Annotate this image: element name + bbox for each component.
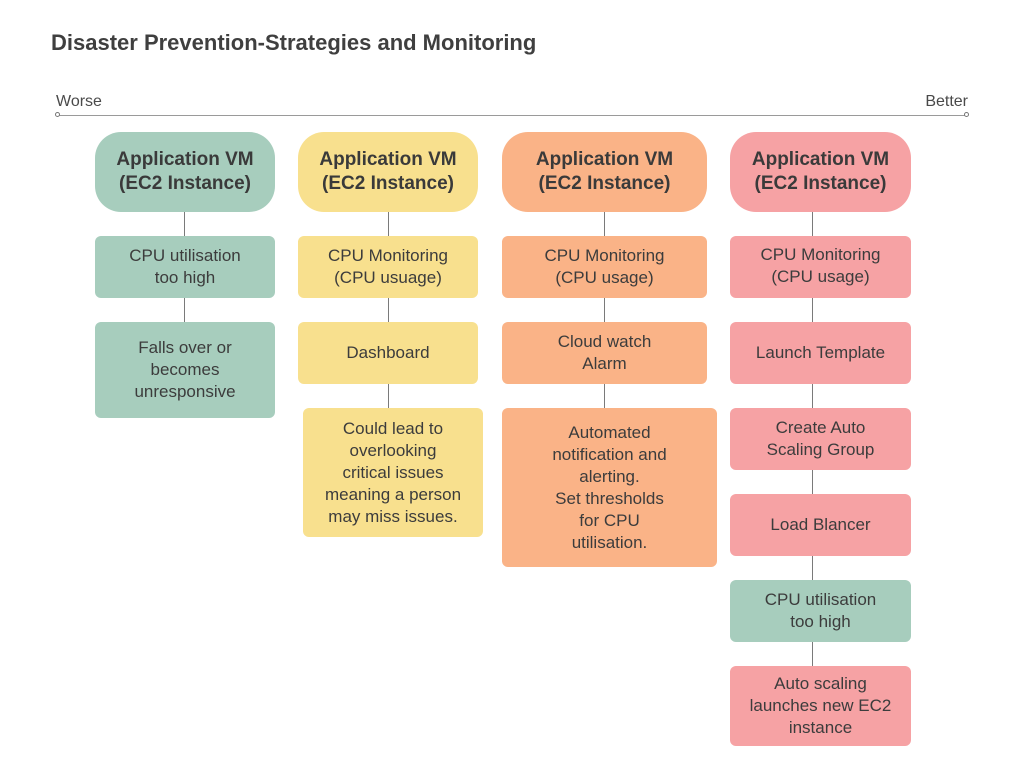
column-1-header: Application VM (EC2 Instance) — [95, 132, 275, 212]
column-3-header: Application VM (EC2 Instance) — [502, 132, 707, 212]
column-1-step-2: Falls over or becomes unresponsive — [95, 322, 275, 418]
scale-start-dot — [55, 112, 60, 117]
column-2-step-3: Could lead to overlooking critical issue… — [303, 408, 483, 537]
scale-line — [57, 115, 967, 116]
scale-end-dot — [964, 112, 969, 117]
column-3-step-3: Automated notification and alerting. Set… — [502, 408, 717, 567]
connector — [812, 212, 813, 236]
column-3-step-2: Cloud watch Alarm — [502, 322, 707, 384]
connector — [812, 298, 813, 322]
connector — [812, 384, 813, 408]
column-4-step-1: CPU Monitoring (CPU usage) — [730, 236, 911, 298]
column-4-step-4: Load Blancer — [730, 494, 911, 556]
column-4-step-6: Auto scaling launches new EC2 instance — [730, 666, 911, 746]
column-3-step-1: CPU Monitoring (CPU usage) — [502, 236, 707, 298]
column-2-step-1: CPU Monitoring (CPU usuage) — [298, 236, 478, 298]
connector — [388, 384, 389, 408]
column-1-step-1: CPU utilisation too high — [95, 236, 275, 298]
connector — [604, 212, 605, 236]
column-4-header: Application VM (EC2 Instance) — [730, 132, 911, 212]
connector — [604, 384, 605, 408]
connector — [388, 212, 389, 236]
column-4-step-5: CPU utilisation too high — [730, 580, 911, 642]
column-4-step-2: Launch Template — [730, 322, 911, 384]
connector — [184, 212, 185, 236]
column-4-step-3: Create Auto Scaling Group — [730, 408, 911, 470]
connector — [604, 298, 605, 322]
connector — [812, 556, 813, 580]
scale-right-label: Better — [925, 93, 968, 110]
connector — [812, 642, 813, 666]
connector — [812, 470, 813, 494]
page-title: Disaster Prevention-Strategies and Monit… — [51, 30, 537, 55]
scale-left-label: Worse — [56, 93, 102, 110]
connector — [388, 298, 389, 322]
column-2-step-2: Dashboard — [298, 322, 478, 384]
connector — [184, 298, 185, 322]
column-2-header: Application VM (EC2 Instance) — [298, 132, 478, 212]
